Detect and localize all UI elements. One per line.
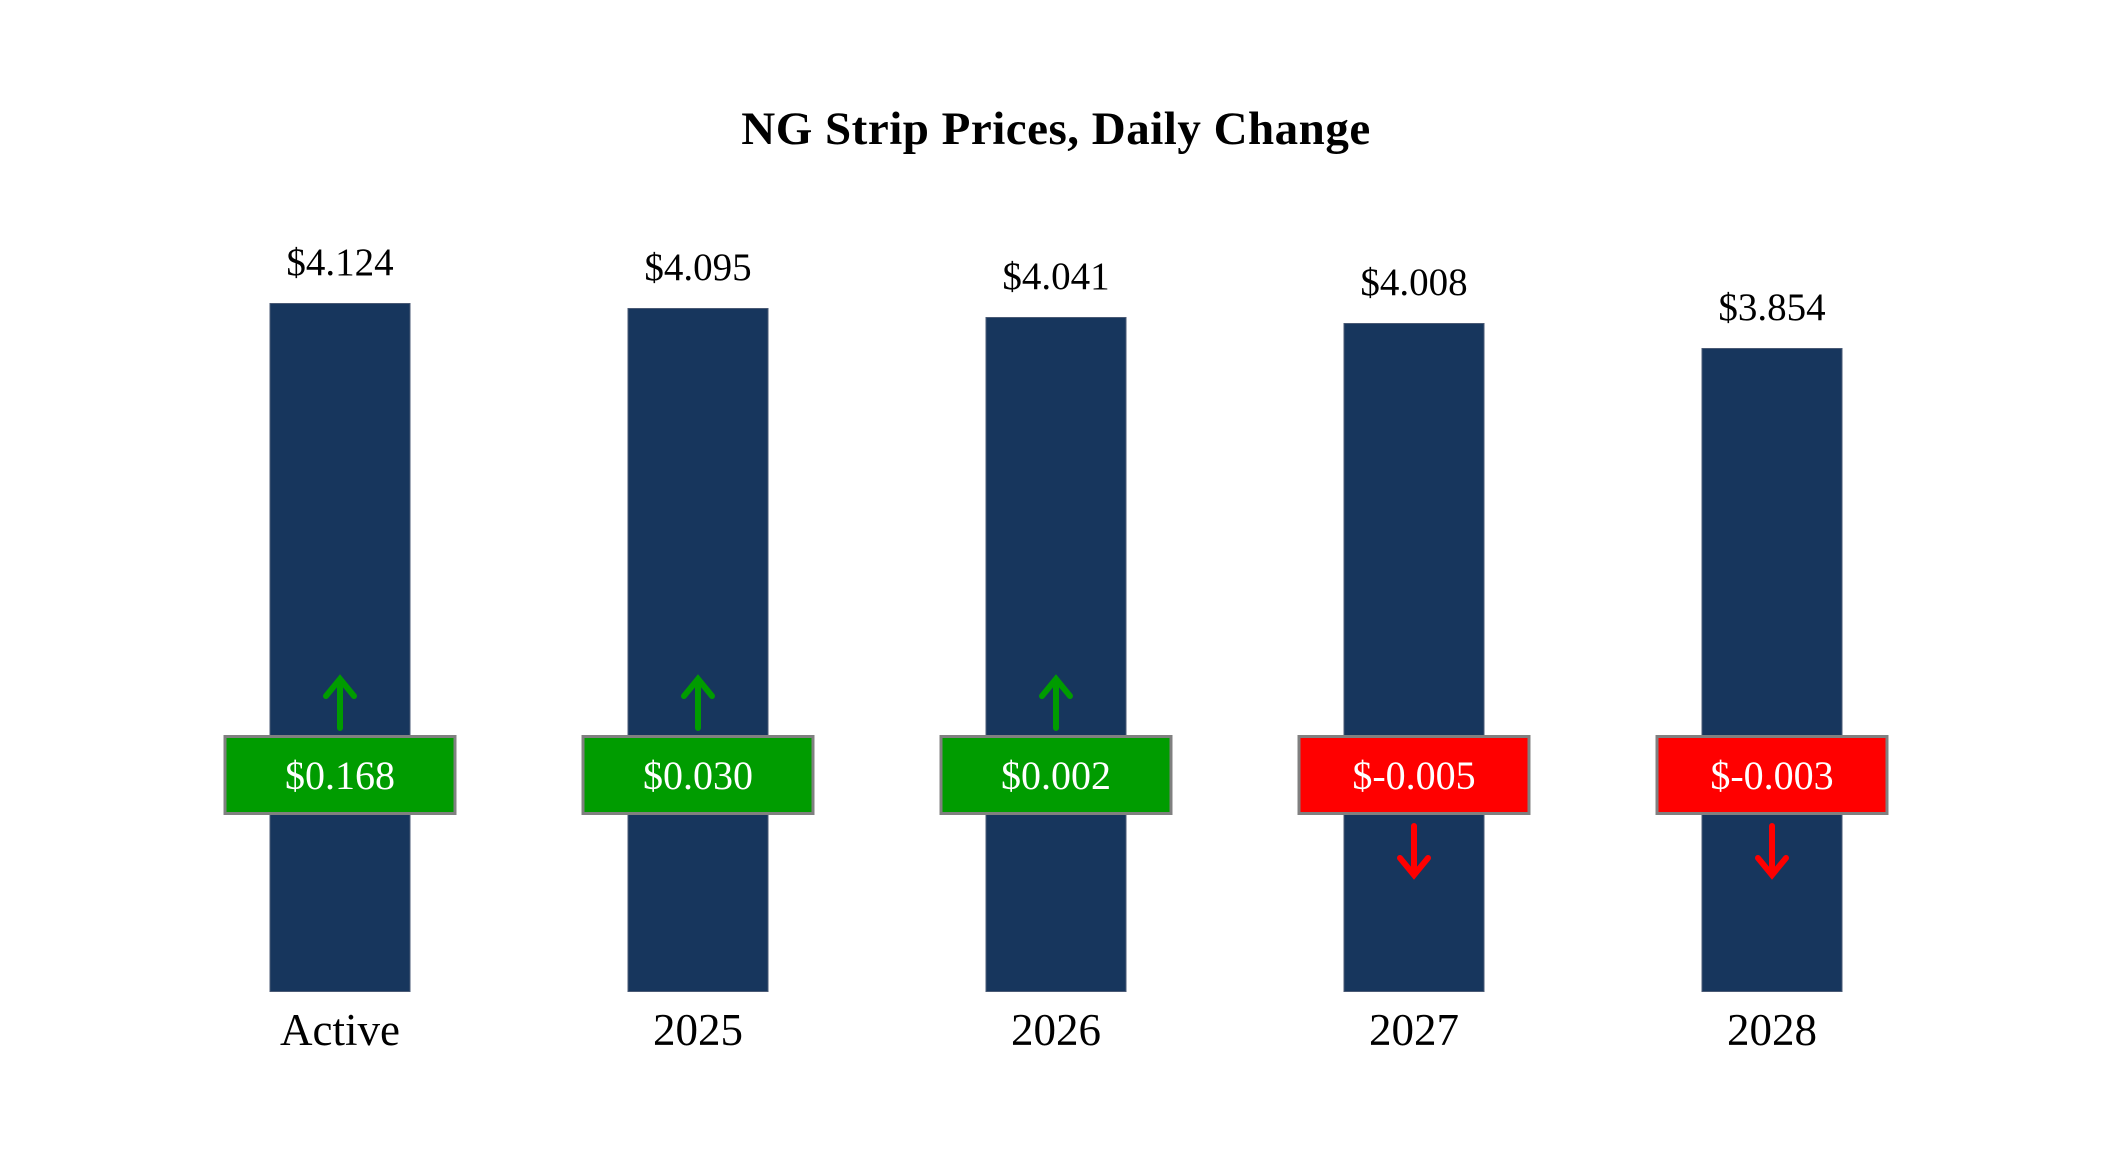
chart-plot-area: $4.124 $0.168 Active $4.095 $0.030 2025 …	[161, 0, 1951, 1055]
chart-title: NG Strip Prices, Daily Change	[741, 103, 1371, 155]
bar-column-2028: $3.854 $-0.003 2028	[1593, 0, 1951, 1055]
change-badge: $0.168	[223, 735, 457, 815]
change-badge: $0.030	[581, 735, 815, 815]
price-label: $4.124	[286, 241, 394, 284]
price-label: $3.854	[1718, 286, 1826, 329]
change-label: $-0.003	[1710, 752, 1834, 798]
price-label: $4.041	[1002, 255, 1110, 298]
change-badge: $0.002	[939, 735, 1173, 815]
category-label: 2027	[1369, 1005, 1459, 1055]
change-label: $0.168	[285, 752, 395, 798]
down-arrow-icon	[1755, 823, 1789, 880]
category-label: 2025	[653, 1005, 743, 1055]
bar-column-active: $4.124 $0.168 Active	[161, 0, 519, 1055]
change-badge: $-0.005	[1297, 735, 1531, 815]
change-label: $0.030	[643, 752, 753, 798]
bar-column-2025: $4.095 $0.030 2025	[519, 0, 877, 1055]
price-label: $4.095	[644, 246, 752, 289]
bar-column-2026: $4.041 $0.002 2026	[877, 0, 1235, 1055]
down-arrow-icon	[1397, 823, 1431, 880]
up-arrow-icon	[681, 674, 715, 731]
up-arrow-icon	[1039, 674, 1073, 731]
bar	[985, 317, 1127, 992]
up-arrow-icon	[323, 674, 357, 731]
price-label: $4.008	[1360, 261, 1468, 304]
change-label: $-0.005	[1352, 752, 1476, 798]
category-label: 2026	[1011, 1005, 1101, 1055]
change-label: $0.002	[1001, 752, 1111, 798]
category-label: Active	[280, 1005, 400, 1055]
category-label: 2028	[1727, 1005, 1817, 1055]
bar-column-2027: $4.008 $-0.005 2027	[1235, 0, 1593, 1055]
bar	[1343, 323, 1485, 992]
bar	[1701, 348, 1843, 992]
change-badge: $-0.003	[1655, 735, 1889, 815]
bar	[269, 303, 411, 992]
bar	[627, 308, 769, 992]
